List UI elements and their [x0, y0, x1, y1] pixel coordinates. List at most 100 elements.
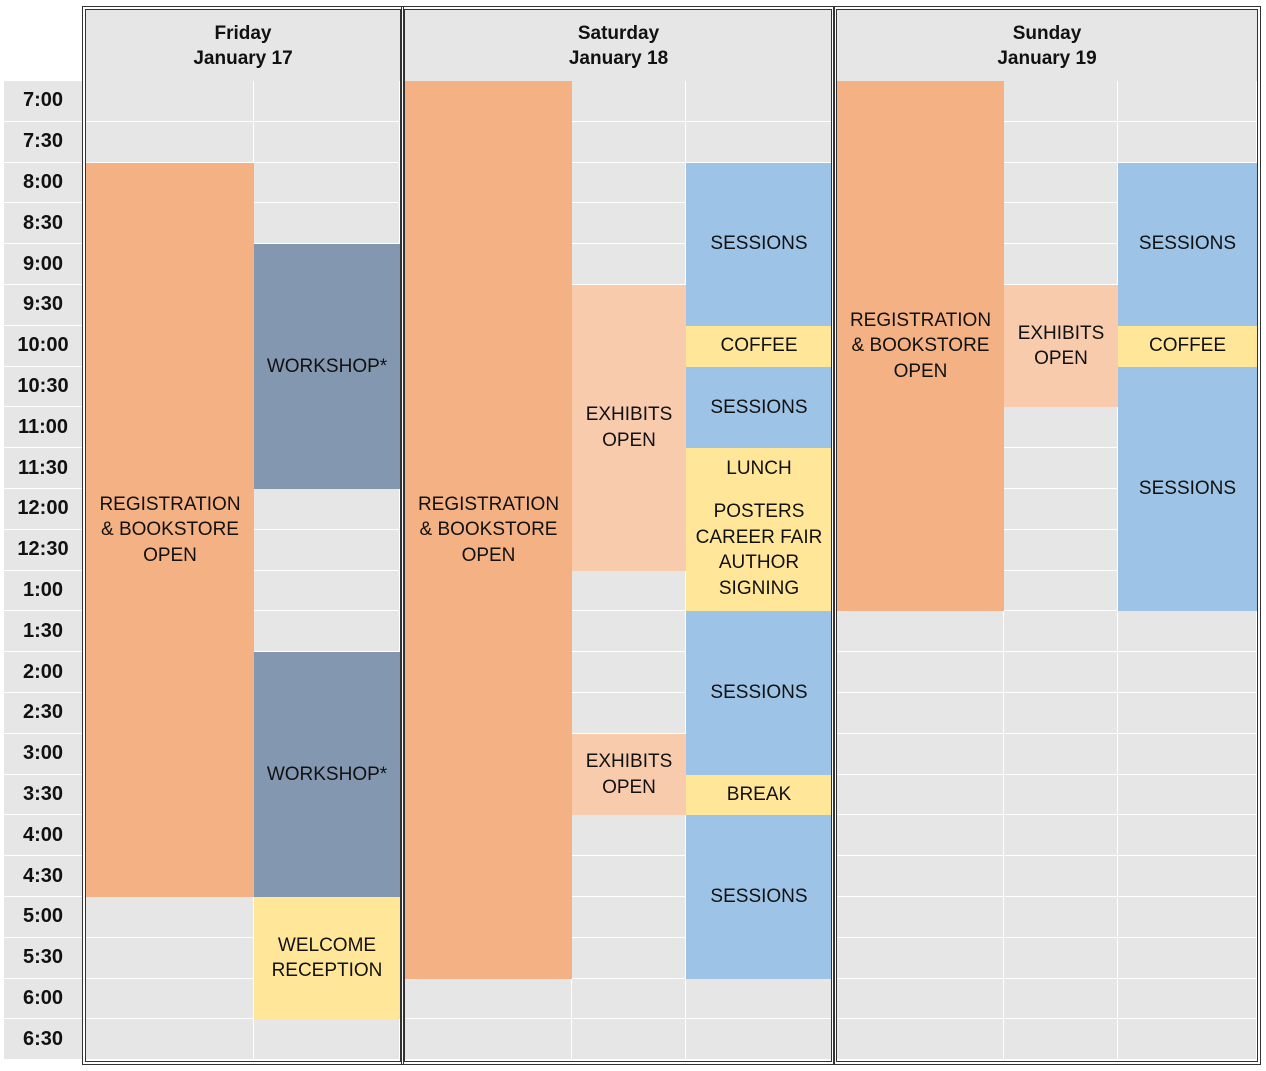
- empty-slot: [86, 121, 254, 163]
- time-label: 7:00: [4, 81, 82, 122]
- time-label: 7:30: [4, 121, 82, 163]
- event-block-exhibits[interactable]: EXHIBITS OPEN: [572, 733, 686, 816]
- event-block-sessions[interactable]: SESSIONS: [1118, 162, 1257, 326]
- empty-slot: [1118, 774, 1257, 816]
- event-label: COFFEE: [1149, 333, 1226, 359]
- empty-slot: [837, 1019, 1004, 1061]
- event-label-line: EXHIBITS: [585, 751, 673, 773]
- event-label: REGISTRATION & BOOKSTORE OPEN: [418, 492, 559, 569]
- event-label-line: POSTERS: [713, 501, 805, 523]
- empty-slot: [254, 1019, 400, 1061]
- time-label: 11:30: [4, 448, 82, 489]
- empty-slot: [1118, 937, 1257, 979]
- event-label-line: REGISTRATION: [417, 493, 560, 515]
- event-block-exhibits[interactable]: EXHIBITS OPEN: [572, 285, 686, 571]
- empty-slot: [1118, 693, 1257, 734]
- empty-slot: [686, 978, 832, 1020]
- event-block-sessions[interactable]: SESSIONS: [686, 162, 832, 326]
- empty-slot: [572, 570, 686, 612]
- event-label-line: OPEN: [893, 360, 948, 382]
- event-label: POSTERS CAREER FAIR AUTHOR SIGNING: [696, 499, 823, 601]
- event-block-yellow[interactable]: COFFEE: [686, 325, 832, 367]
- event-label-line: SESSIONS: [710, 233, 808, 255]
- event-block-yellow[interactable]: BREAK: [686, 774, 832, 816]
- event-label-line: WELCOME: [277, 934, 377, 956]
- event-label-line: WORKSHOP*: [266, 763, 388, 785]
- empty-slot: [572, 611, 686, 653]
- empty-slot: [837, 856, 1004, 897]
- empty-slot: [1004, 244, 1118, 285]
- empty-slot: [1118, 815, 1257, 857]
- empty-slot: [1118, 611, 1257, 653]
- day-date: January 17: [193, 47, 293, 69]
- time-label: 3:30: [4, 774, 82, 816]
- empty-slot: [1118, 652, 1257, 693]
- empty-slot: [254, 570, 400, 612]
- event-label-line: SESSIONS: [710, 396, 808, 418]
- empty-slot: [572, 897, 686, 938]
- event-label-line: SESSIONS: [1138, 478, 1237, 500]
- event-block-workshop[interactable]: WORKSHOP*: [254, 244, 400, 489]
- empty-slot: [254, 529, 400, 571]
- event-block-yellow[interactable]: LUNCH: [686, 448, 832, 489]
- event-block-sessions[interactable]: SESSIONS: [686, 611, 832, 775]
- event-label-line: OPEN: [602, 776, 656, 798]
- event-block-sessions[interactable]: SESSIONS: [686, 366, 832, 449]
- empty-slot: [1004, 81, 1118, 122]
- empty-slot: [837, 733, 1004, 775]
- event-block-registration[interactable]: REGISTRATION & BOOKSTORE OPEN: [86, 162, 254, 897]
- event-label-line: SIGNING: [718, 577, 800, 599]
- time-label: 12:00: [4, 489, 82, 530]
- event-block-exhibits[interactable]: EXHIBITS OPEN: [1004, 285, 1118, 408]
- event-block-yellow[interactable]: POSTERS CAREER FAIR AUTHOR SIGNING: [686, 489, 832, 612]
- event-block-workshop[interactable]: WORKSHOP*: [254, 652, 400, 897]
- event-label: SESSIONS: [1139, 476, 1236, 502]
- empty-slot: [1004, 1019, 1118, 1061]
- event-label: BREAK: [727, 782, 791, 808]
- empty-slot: [1004, 733, 1118, 775]
- time-label: 5:00: [4, 897, 82, 938]
- empty-slot: [254, 162, 400, 204]
- time-label: 1:30: [4, 611, 82, 653]
- event-block-registration[interactable]: REGISTRATION & BOOKSTORE OPEN: [405, 81, 572, 979]
- empty-slot: [1004, 162, 1118, 204]
- event-label-line: SESSIONS: [710, 886, 808, 908]
- event-block-sessions[interactable]: SESSIONS: [686, 815, 832, 979]
- empty-slot: [1118, 733, 1257, 775]
- event-label-line: OPEN: [602, 429, 656, 451]
- empty-slot: [837, 652, 1004, 693]
- event-label-line: LUNCH: [726, 457, 792, 479]
- empty-slot: [1118, 1019, 1257, 1061]
- time-label: 10:00: [4, 325, 82, 367]
- event-block-yellow[interactable]: COFFEE: [1118, 325, 1257, 367]
- event-label-line: OPEN: [143, 544, 197, 566]
- time-label: 8:00: [4, 162, 82, 204]
- empty-slot: [572, 815, 686, 857]
- event-label-line: AUTHOR: [718, 552, 800, 574]
- event-label-line: EXHIBITS: [1017, 322, 1105, 344]
- event-label: REGISTRATION & BOOKSTORE OPEN: [850, 308, 991, 385]
- event-label-line: & BOOKSTORE: [419, 519, 558, 541]
- empty-slot: [837, 693, 1004, 734]
- day-header: Sunday January 19: [837, 10, 1257, 81]
- event-label-line: BREAK: [726, 784, 792, 806]
- empty-slot: [86, 1019, 254, 1061]
- time-label: 8:30: [4, 203, 82, 245]
- empty-slot: [1118, 856, 1257, 897]
- event-label: SESSIONS: [710, 231, 807, 257]
- empty-slot: [572, 162, 686, 204]
- empty-slot: [837, 937, 1004, 979]
- event-block-registration[interactable]: REGISTRATION & BOOKSTORE OPEN: [837, 81, 1004, 612]
- day-column-frame: [82, 6, 404, 1065]
- event-label-line: SESSIONS: [710, 682, 808, 704]
- event-block-sessions[interactable]: SESSIONS: [1118, 366, 1257, 612]
- time-label: 10:30: [4, 366, 82, 408]
- event-label: COFFEE: [720, 333, 797, 359]
- event-block-yellow[interactable]: WELCOME RECEPTION: [254, 897, 400, 1020]
- empty-slot: [1004, 529, 1118, 571]
- empty-slot: [1004, 203, 1118, 245]
- empty-slot: [572, 81, 686, 122]
- empty-slot: [1004, 897, 1118, 938]
- empty-slot: [1118, 121, 1257, 163]
